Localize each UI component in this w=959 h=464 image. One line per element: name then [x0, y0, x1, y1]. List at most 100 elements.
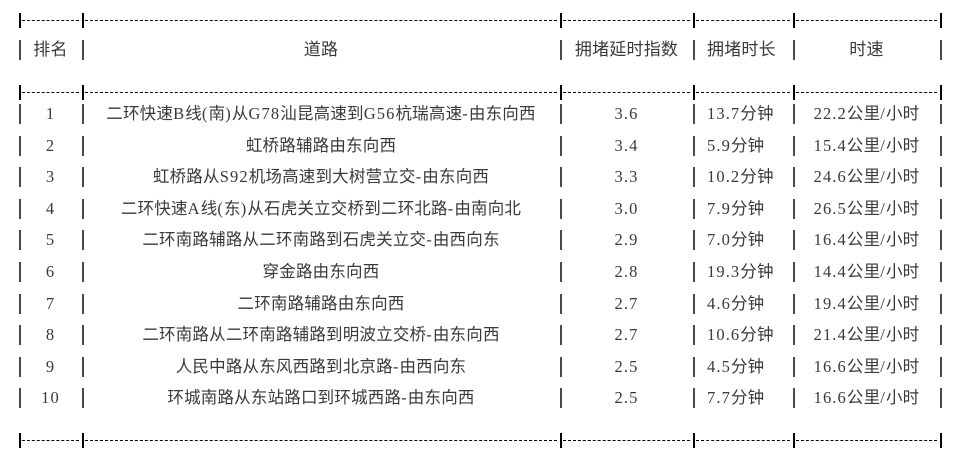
latin-run: /: [880, 325, 886, 345]
latin-run: 2.8: [614, 262, 639, 281]
rule-corner-icon: [793, 433, 795, 448]
rule-corner-icon: [793, 13, 795, 28]
cell-divider: [940, 135, 942, 156]
cell-road: 穿金路由东向西: [262, 262, 380, 281]
cell-divider: [82, 104, 84, 124]
latin-run: /: [880, 230, 886, 250]
cell-rank: 4: [21, 198, 80, 220]
cell-divider: [940, 262, 942, 282]
latin-run: /: [880, 135, 886, 155]
cell-divider: [82, 167, 84, 188]
rule-segment: [563, 92, 690, 93]
cell-speed: 21.4公里/小时: [813, 325, 920, 345]
cell-road: 二环南路从二环南路辅路到明波立交桥-由东向西: [142, 325, 500, 345]
column-header-index: 拥堵延时指数: [574, 40, 679, 59]
cell-index: 2.8: [562, 261, 691, 283]
table-rule: [0, 11, 959, 31]
cell-divider: [940, 388, 942, 409]
rule-corner-icon: [940, 85, 942, 100]
cell-divider: [560, 262, 562, 282]
cell-divider: [19, 40, 21, 60]
cell-time: 19.3分钟: [707, 262, 774, 281]
latin-run: /: [880, 388, 886, 408]
cell-speed: 16.4公里/小时: [813, 230, 920, 250]
cell-divider: [19, 356, 21, 377]
latin-run: 5: [45, 230, 56, 250]
cell-divider: [793, 167, 795, 188]
latin-run: 14.4: [813, 262, 847, 281]
latin-run: 4: [45, 198, 56, 218]
cell-road: 环城南路从东站路口到环城西路-由东向西: [167, 388, 475, 408]
cell-road: 虹桥路辅路由东向西: [245, 135, 397, 155]
latin-run: 26.5: [813, 198, 847, 218]
latin-run: 8: [45, 325, 56, 345]
cell-divider: [19, 198, 21, 219]
column-header-time: 拥堵时长: [707, 40, 776, 59]
cell-divider: [693, 293, 695, 314]
cell-speed: 15.4公里/小时: [813, 135, 920, 155]
cell-road: 二环快速B线(南)从G78汕昆高速到G56杭瑞高速-由东向西: [106, 104, 536, 123]
latin-run: 10: [41, 388, 60, 408]
cell-divider: [82, 356, 84, 377]
cell-time: 7.7分钟: [707, 388, 765, 408]
cell-divider: [940, 40, 942, 60]
cell-road: 人民中路从东风西路到北京路-由西向东: [175, 356, 467, 376]
cell-time: 10.6分钟: [707, 325, 774, 345]
cell-time: 4.5分钟: [707, 356, 765, 376]
latin-run: 4.6: [707, 293, 731, 313]
latin-run: 7: [45, 293, 56, 313]
cell-divider: [693, 104, 695, 124]
cell-time: 5.9分钟: [707, 135, 765, 155]
cell-divider: [940, 356, 942, 377]
cell-divider: [793, 388, 795, 409]
table-rule: [0, 83, 959, 103]
cell-rank: 7: [21, 293, 80, 315]
cell-road: 二环南路辅路从二环南路到石虎关立交-由西向东: [142, 230, 500, 250]
cell-divider: [19, 262, 21, 282]
rule-segment: [563, 440, 690, 441]
latin-run: 16.6: [813, 388, 847, 408]
latin-run: 3.3: [614, 167, 639, 187]
latin-run: /: [880, 104, 886, 123]
latin-run: 10.2: [707, 167, 741, 187]
cell-rank: 10: [21, 387, 80, 409]
cell-index: 2.5: [562, 356, 691, 378]
cell-divider: [940, 230, 942, 251]
cell-rank: 3: [21, 166, 80, 188]
latin-run: 19.3: [707, 262, 741, 281]
cell-divider: [560, 167, 562, 188]
cell-divider: [19, 104, 21, 124]
rule-corner-icon: [560, 433, 562, 448]
rule-segment: [563, 20, 690, 21]
cell-divider: [693, 325, 695, 346]
latin-run: ): [225, 104, 232, 123]
cell-divider: [560, 388, 562, 409]
latin-run: 2.5: [614, 388, 639, 408]
cell-rank: 2: [21, 135, 80, 157]
rule-corner-icon: [940, 13, 942, 28]
latin-run: /: [880, 293, 886, 313]
rule-corner-icon: [82, 433, 84, 448]
cell-divider: [793, 356, 795, 377]
latin-run: /: [880, 167, 886, 187]
cell-index: 2.7: [562, 324, 691, 346]
cell-divider: [793, 104, 795, 124]
rule-corner-icon: [793, 85, 795, 100]
cell-divider: [19, 135, 21, 156]
latin-run: 2.7: [614, 325, 639, 345]
rule-corner-icon: [19, 85, 21, 100]
latin-run: -: [415, 167, 423, 187]
cell-rank: 1: [21, 103, 80, 125]
latin-run: S92: [219, 167, 249, 187]
rule-segment: [796, 440, 937, 441]
cell-divider: [82, 135, 84, 156]
cell-time: 10.2分钟: [707, 167, 774, 187]
cell-divider: [19, 230, 21, 251]
cell-divider: [793, 40, 795, 60]
latin-run: (: [201, 104, 209, 123]
latin-run: 3.4: [614, 135, 639, 155]
cell-divider: [793, 293, 795, 314]
latin-run: 7.0: [707, 230, 731, 250]
cell-divider: [19, 293, 21, 314]
